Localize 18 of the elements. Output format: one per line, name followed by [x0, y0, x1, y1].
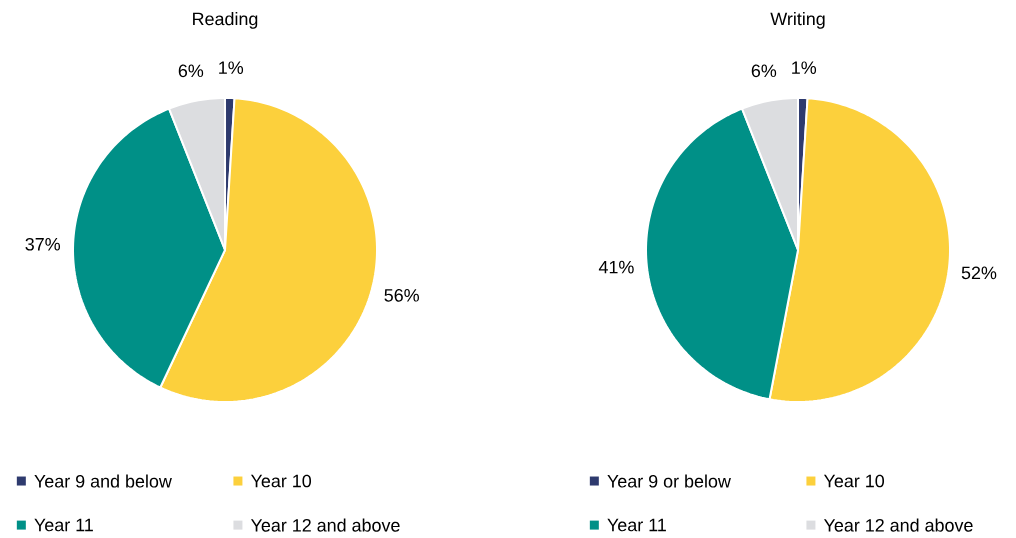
legend-label: Year 12 and above [823, 518, 973, 532]
data-label: 1% [219, 61, 244, 74]
data-label: 37% [25, 237, 61, 251]
legend-label: Year 12 and above [250, 518, 400, 532]
legend-label: Year 11 [607, 518, 666, 532]
chart-title: Writing [770, 12, 825, 29]
data-label: 1% [792, 61, 817, 74]
data-label: 6% [178, 64, 204, 78]
data-label: 52% [961, 266, 997, 280]
data-label: 41% [598, 260, 634, 274]
data-label: 56% [384, 288, 419, 302]
legend-label: Year 9 and below [34, 474, 172, 488]
legend-label: Year 11 [34, 518, 93, 532]
legend-label: Year 9 or below [607, 474, 731, 488]
chart-title: Reading [193, 12, 258, 29]
data-label: 6% [751, 64, 777, 78]
legend-label: Year 10 [823, 474, 885, 488]
legend-label: Year 10 [250, 474, 312, 488]
